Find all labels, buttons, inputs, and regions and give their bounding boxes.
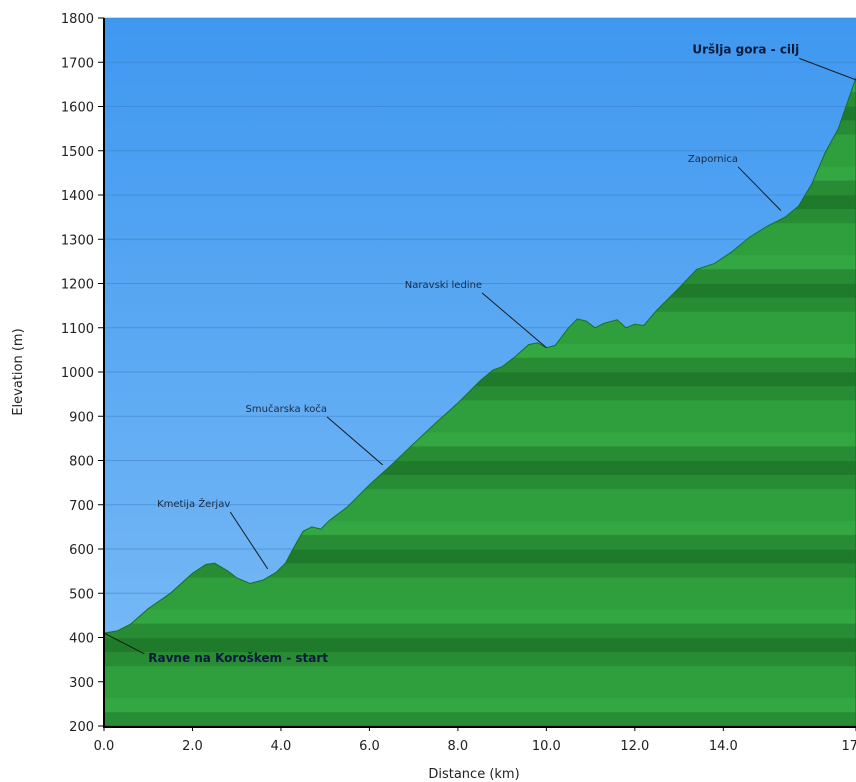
annotation-leader-line — [481, 292, 547, 349]
y-tick-label: 1300 — [61, 233, 94, 248]
y-tick-label: 1700 — [61, 56, 94, 71]
annotation-leader-line — [737, 166, 782, 211]
annotation-label: Kmetija Žerjav — [157, 497, 230, 510]
y-tick-label: 1600 — [61, 101, 94, 116]
x-tick-label: 8.0 — [448, 739, 469, 754]
y-tick-label: 300 — [69, 676, 94, 691]
x-tick-label: 4.0 — [271, 739, 292, 754]
x-axis-title: Distance (km) — [428, 767, 519, 782]
x-tick-label: 14.0 — [709, 739, 738, 754]
x-tick-label: 17.0 — [842, 739, 856, 754]
y-tick-label: 200 — [69, 720, 94, 735]
y-tick-label: 1200 — [61, 278, 94, 293]
elevation-area — [103, 77, 856, 727]
x-tick-label: 12.0 — [620, 739, 649, 754]
y-tick-label: 1500 — [61, 145, 94, 160]
y-tick-label: 900 — [69, 410, 94, 425]
annotation-leader-line — [799, 57, 856, 81]
y-tick-label: 400 — [69, 632, 94, 647]
y-tick-label: 1800 — [61, 12, 94, 27]
y-tick-label: 700 — [69, 499, 94, 514]
y-tick-label: 500 — [69, 587, 94, 602]
annotation-leader-line — [229, 511, 269, 570]
annotations: Ravne na Koroškem - start Kmetija Žerjav S… — [103, 42, 856, 665]
annotation-label: Uršlja gora - cilj — [692, 42, 799, 56]
y-tick-label: 1100 — [61, 322, 94, 337]
y-tick-label: 800 — [69, 455, 94, 470]
y-tick-label: 1000 — [61, 366, 94, 381]
x-tick-label: 2.0 — [182, 739, 203, 754]
annotation-label: Ravne na Koroškem - start — [148, 651, 328, 665]
y-tick-label: 600 — [69, 543, 94, 558]
x-tick-label: 10.0 — [532, 739, 561, 754]
annotation-leader-line — [326, 416, 384, 466]
y-axis-ticks: 200 300 400 500 600 700 800 900 1000 1100 1200 1300… — [61, 12, 104, 735]
y-tick-label: 1400 — [61, 189, 94, 204]
x-axis-ticks: 0.0 2.0 4.0 6.0 8.0 10.0 12.0 14.0 17.0 — [94, 726, 856, 754]
annotation-label: Zapornica — [688, 154, 738, 165]
y-axis-title: Elevation (m) — [11, 328, 26, 415]
annotation-leader-line — [103, 632, 145, 655]
x-tick-label: 6.0 — [359, 739, 380, 754]
annotation-label: Naravski ledine — [405, 280, 482, 291]
x-tick-label: 0.0 — [94, 739, 115, 754]
annotation-label: Smučarska koča — [246, 403, 327, 415]
